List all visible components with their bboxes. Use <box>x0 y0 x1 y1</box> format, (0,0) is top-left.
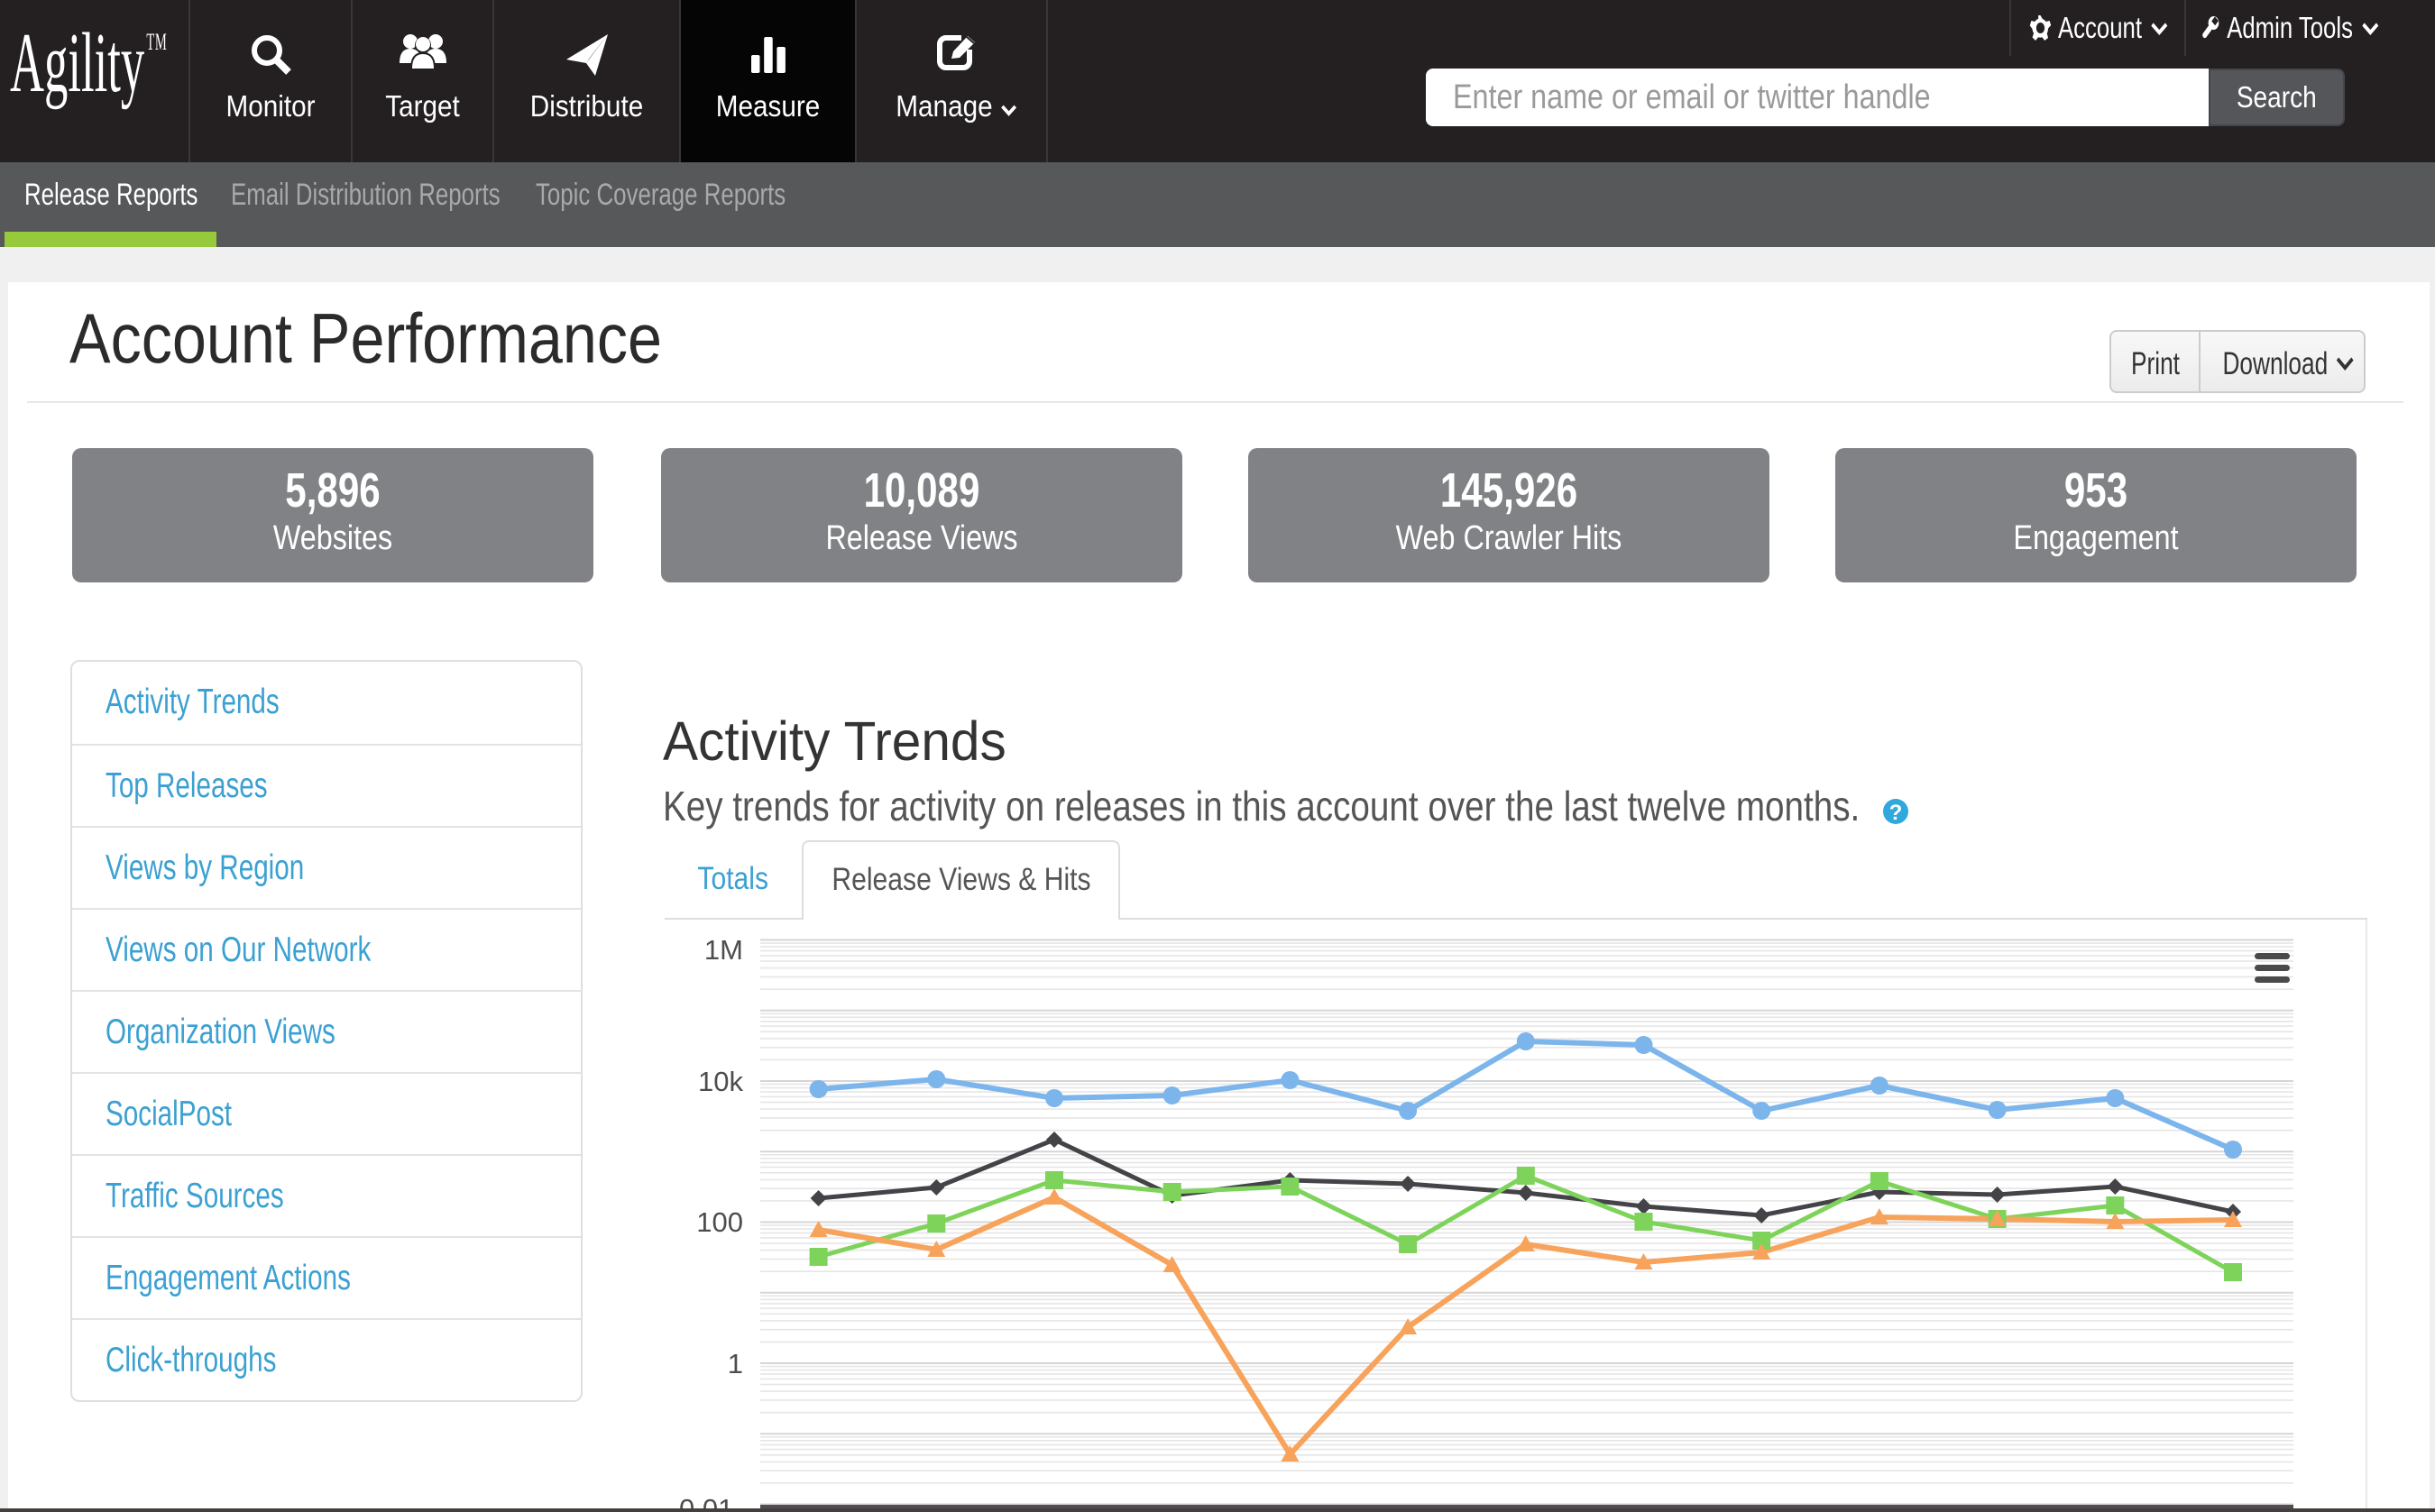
svg-text:1M: 1M <box>704 934 743 966</box>
svg-text:10k: 10k <box>698 1066 743 1097</box>
svg-text:1: 1 <box>728 1348 743 1379</box>
svg-text:100: 100 <box>696 1206 743 1238</box>
svg-text:?: ? <box>1889 801 1903 825</box>
